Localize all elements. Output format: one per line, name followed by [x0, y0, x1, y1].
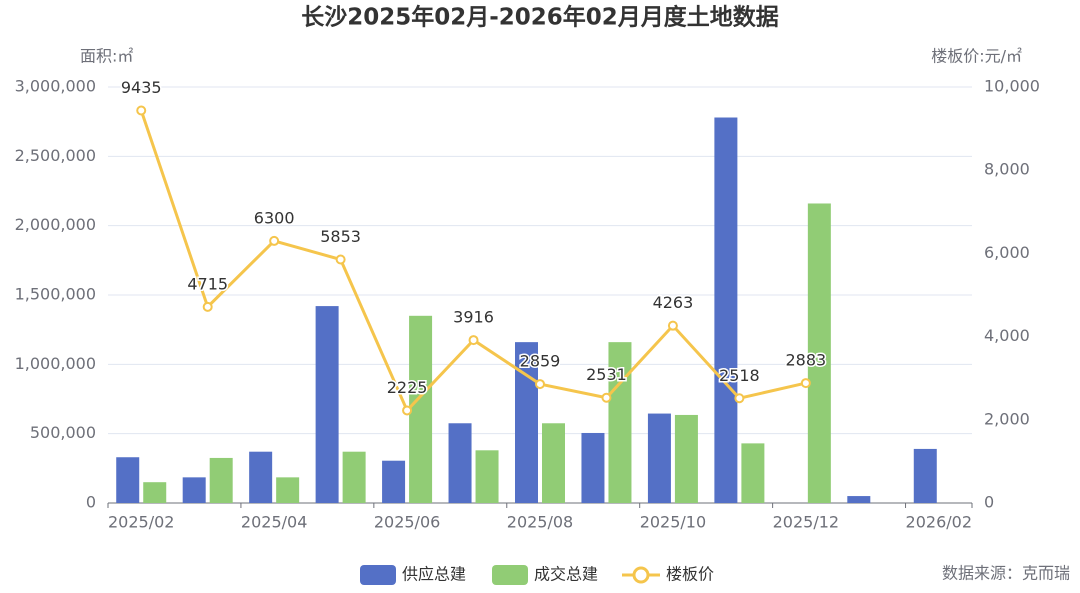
data-label: 4715	[187, 274, 228, 293]
x-tick-label: 2025/12	[773, 513, 839, 532]
line-point	[667, 320, 678, 331]
y-tick-label: 3,000,000	[15, 77, 96, 96]
bar	[542, 423, 565, 503]
bar	[741, 443, 765, 503]
bar	[342, 451, 366, 503]
legend-label: 供应总建	[402, 565, 466, 584]
bar	[475, 450, 499, 503]
y2-tick-label: 10,000	[984, 77, 1040, 96]
y-axis-title: 面积:㎡	[80, 47, 133, 66]
y-tick-label: 1,000,000	[15, 354, 96, 373]
y2-tick-label: 4,000	[984, 326, 1030, 345]
data-label: 2225	[387, 378, 428, 397]
data-label: 3916	[453, 308, 494, 327]
x-tick-label: 2026/02	[906, 513, 972, 532]
y-tick-label: 0	[86, 493, 96, 512]
line-point	[402, 405, 413, 416]
x-tick-label: 2025/02	[108, 513, 174, 532]
data-label: 2518	[719, 366, 760, 385]
bar	[515, 342, 538, 503]
bar	[448, 423, 472, 503]
chart-title: 长沙2025年02月-2026年02月月度土地数据	[301, 4, 779, 31]
bar	[209, 457, 233, 503]
bar	[847, 496, 871, 503]
data-label: 6300	[254, 208, 295, 227]
line-point	[269, 235, 280, 246]
data-label: 2531	[586, 365, 627, 384]
data-label: 2859	[520, 352, 561, 371]
x-tick-label: 2025/04	[241, 513, 307, 532]
bar	[116, 457, 140, 503]
line-point	[202, 301, 213, 312]
x-tick-label: 2025/10	[640, 513, 706, 532]
legend-swatch	[492, 565, 528, 585]
x-tick-label: 2025/08	[507, 513, 573, 532]
line-point	[136, 105, 147, 116]
bar	[276, 477, 300, 503]
line-point	[468, 335, 479, 346]
bar	[249, 451, 273, 503]
line-point	[335, 254, 346, 265]
y2-tick-label: 8,000	[984, 160, 1030, 179]
bar	[608, 342, 632, 503]
data-label: 2883	[785, 351, 826, 370]
legend-swatch	[360, 565, 396, 585]
x-tick-label: 2025/06	[374, 513, 440, 532]
y-tick-label: 1,500,000	[15, 285, 96, 304]
y2-tick-label: 0	[984, 493, 994, 512]
y-tick-label: 2,500,000	[15, 146, 96, 165]
bar	[315, 306, 339, 503]
line	[139, 110, 807, 414]
data-label: 4263	[653, 293, 694, 312]
y-tick-label: 500,000	[30, 423, 96, 442]
bar	[143, 482, 167, 503]
bar	[714, 117, 738, 504]
bar	[647, 413, 671, 503]
line-point	[535, 379, 545, 390]
data-label: 9435	[121, 78, 162, 97]
bar	[581, 432, 605, 503]
legend: 供应总建 成交总建 楼板价	[360, 565, 714, 585]
line-point	[800, 378, 811, 389]
legend-label: 楼板价	[666, 565, 714, 584]
y2-axis-title: 楼板价:元/㎡	[931, 47, 1022, 66]
bar	[674, 414, 698, 503]
data-label: 5853	[320, 227, 361, 246]
bar	[382, 460, 406, 503]
y2-tick-label: 2,000	[984, 409, 1030, 428]
bar	[807, 203, 831, 504]
line-point	[601, 392, 612, 403]
bar	[913, 448, 937, 503]
line-point	[734, 393, 745, 404]
bar	[182, 477, 206, 503]
legend-label: 成交总建	[534, 565, 598, 584]
source-note: 数据来源：克而瑞	[942, 564, 1070, 583]
bar	[409, 315, 433, 503]
y-tick-label: 2,000,000	[15, 215, 96, 234]
y2-tick-label: 6,000	[984, 243, 1030, 262]
legend-swatch	[632, 566, 650, 584]
